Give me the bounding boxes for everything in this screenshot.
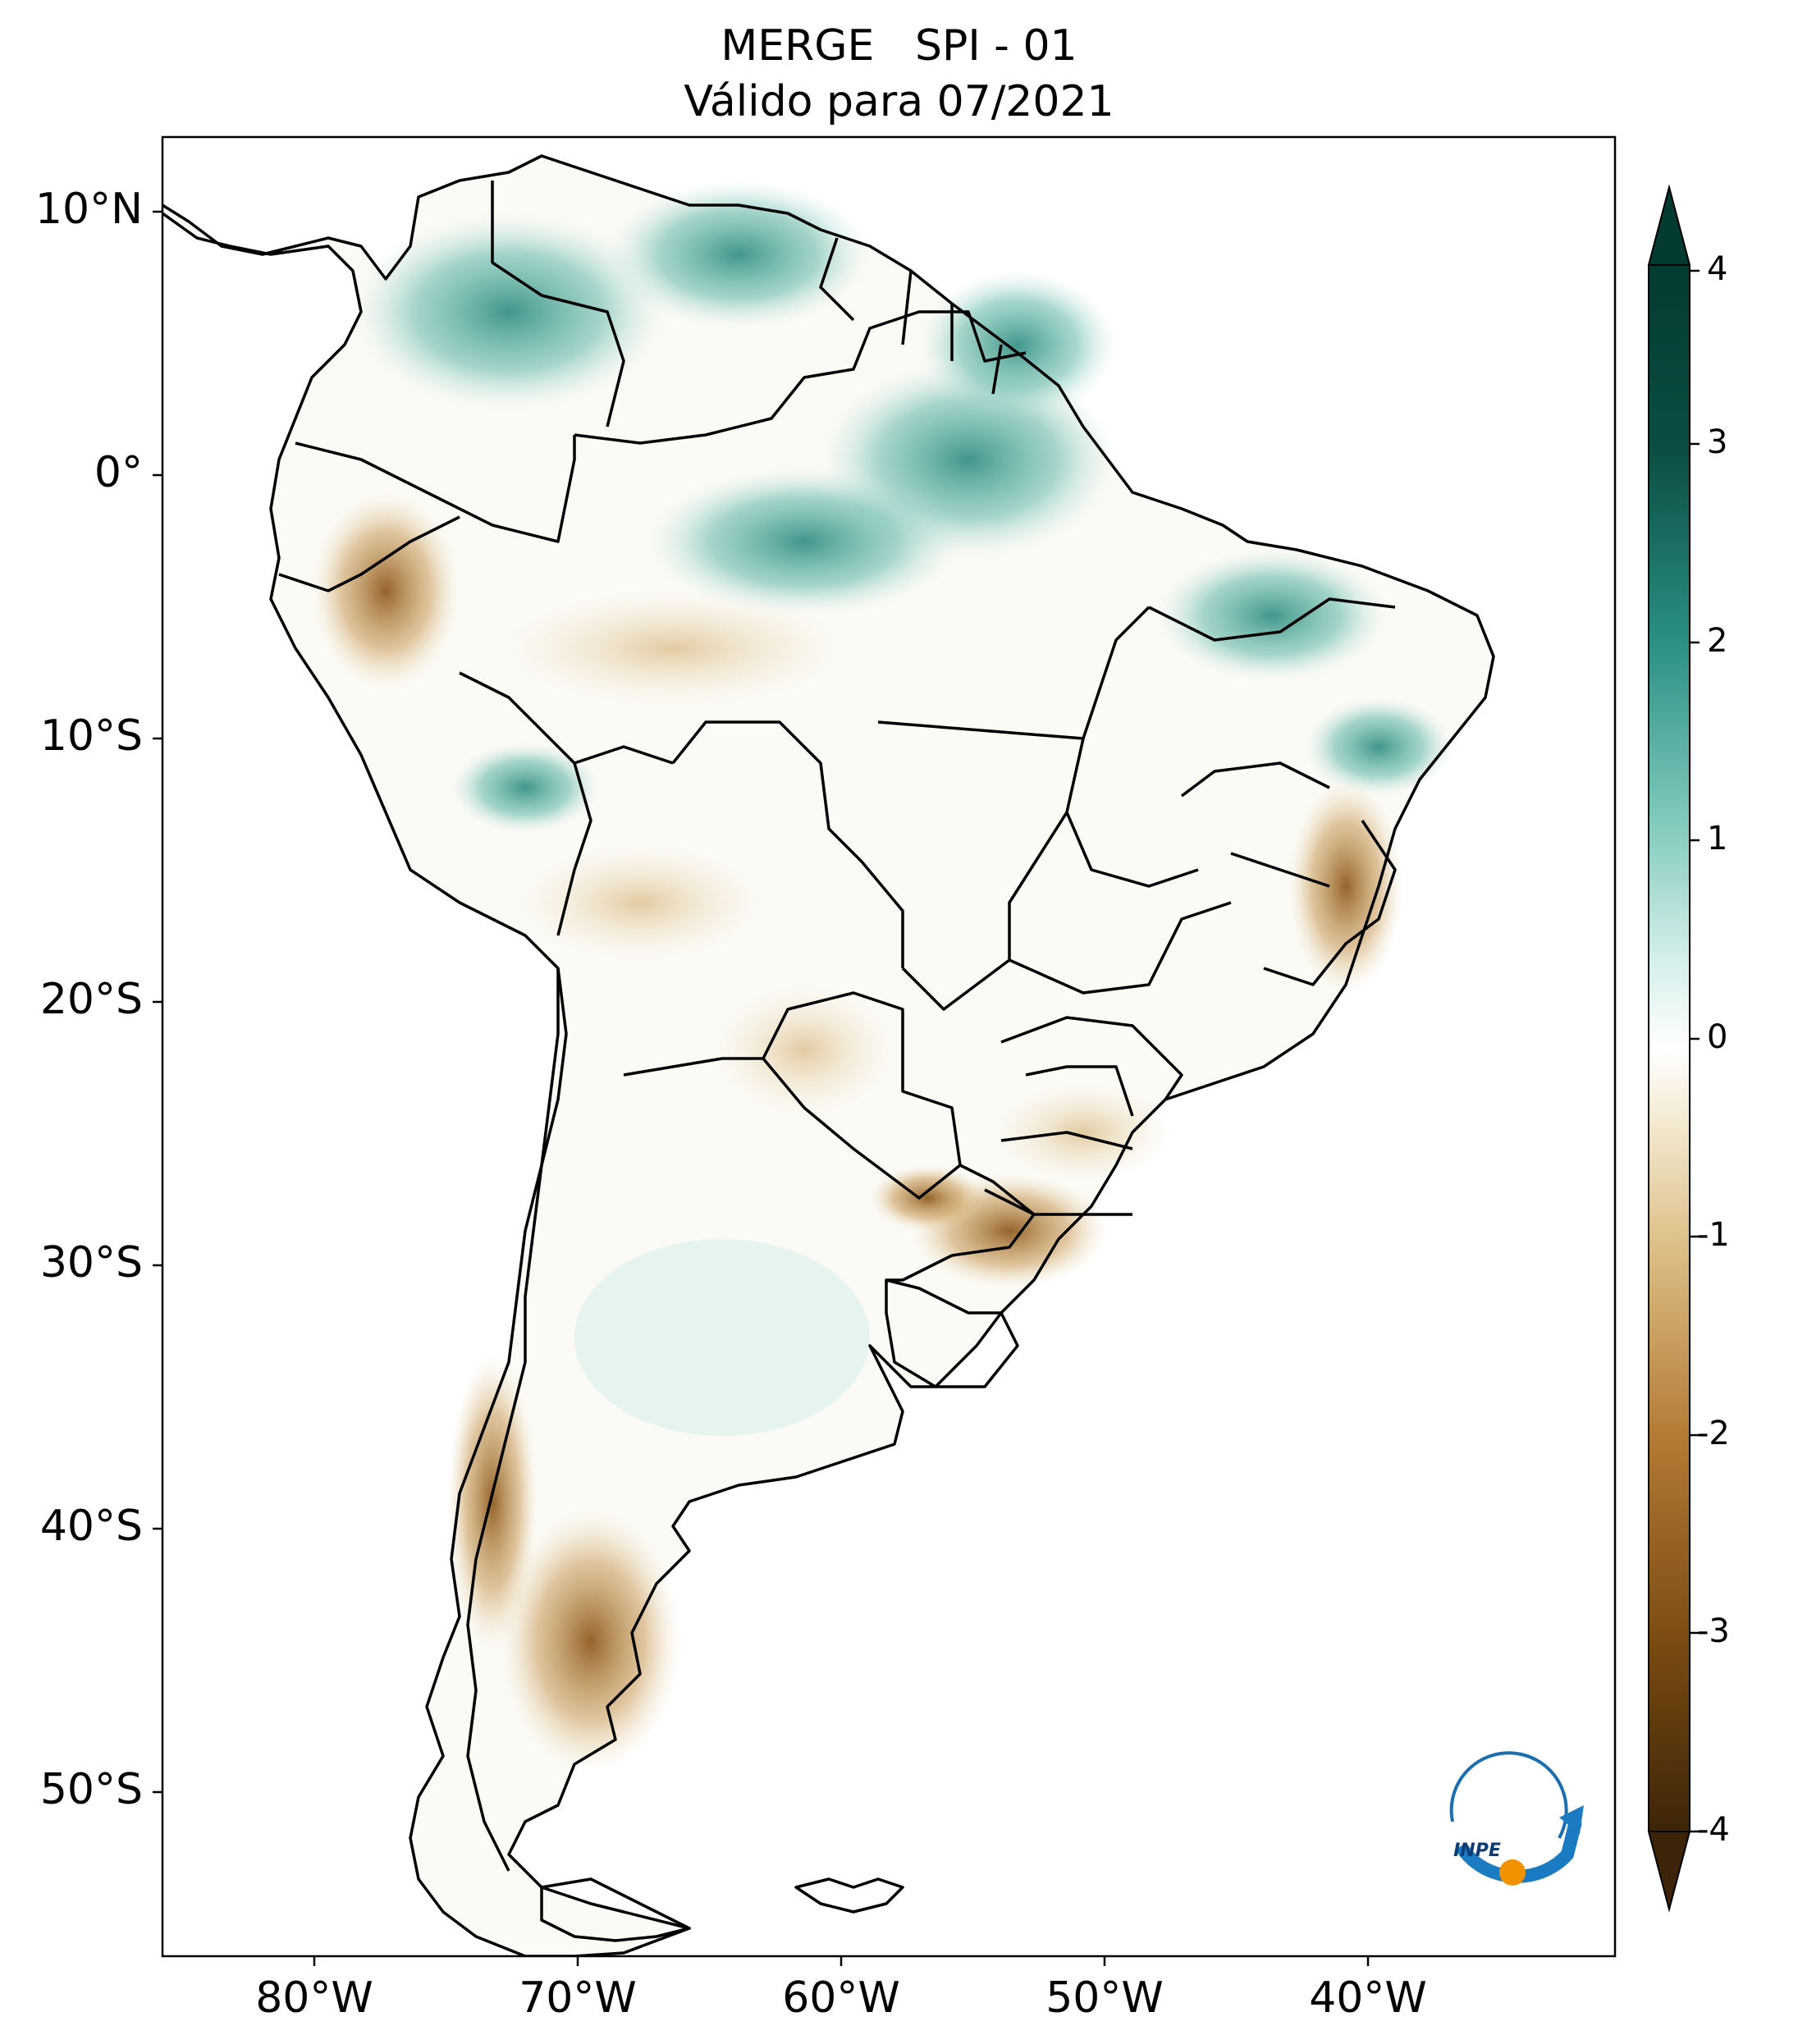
- lat-label-20s: 20°S: [40, 975, 143, 1024]
- colorbar-label-0: 0: [1707, 1018, 1727, 1056]
- country-borders: [162, 154, 1495, 1956]
- lat-label-0: 0°: [94, 448, 143, 497]
- border-chile-argentina: [466, 967, 568, 1872]
- logo-orbit-line: [1449, 1751, 1568, 1839]
- border-paraguay: [762, 991, 962, 1200]
- lon-label-60w: 60°W: [782, 1973, 900, 2023]
- falkland-islands: [794, 1877, 904, 1914]
- wet-anomaly-amazonas: [648, 468, 960, 615]
- wet-anomaly-maranhao: [1157, 550, 1387, 681]
- dry-anomaly-amazon-south: [501, 591, 845, 706]
- lat-label-40s: 40°S: [40, 1502, 143, 1551]
- dry-anomaly-espirito-santo: [1288, 780, 1403, 993]
- lon-label-70w: 70°W: [519, 1973, 637, 2023]
- coastline: [162, 154, 1495, 1956]
- wet-anomaly-bahia: [1305, 697, 1453, 796]
- colorbar-label-2: 2: [1707, 622, 1727, 660]
- lat-label-50s: 50°S: [40, 1765, 143, 1814]
- colorbar-label-3: 3: [1707, 423, 1727, 461]
- border-colombia-peru: [295, 435, 576, 543]
- colorbar-label-minus-2: -2: [1697, 1415, 1730, 1452]
- colorbar-bar: [1648, 264, 1690, 1832]
- border-peru-bolivia: [556, 762, 592, 936]
- border-peru-brazil: [459, 671, 674, 765]
- wet-anomaly-colombia: [353, 213, 665, 410]
- lon-label-80w: 80°W: [255, 1973, 373, 2023]
- border-bolivia-argentina: [623, 1057, 763, 1077]
- tierra-del-fuego: [540, 1877, 691, 1942]
- lat-label-10s: 10°S: [40, 711, 143, 761]
- border-ecuador-peru: [278, 515, 460, 592]
- wet-anomaly-guianas: [919, 271, 1116, 418]
- dry-anomaly-sao-paulo: [993, 1083, 1174, 1182]
- border-bolivia-brazil: [671, 720, 904, 968]
- colorbar-bottom-arrow: [1647, 1831, 1691, 1913]
- lat-labels: 10°N 0° 10°S 20°S 30°S 40°S 50°S: [35, 185, 143, 1814]
- logo-arrow-icon: [1559, 1805, 1584, 1834]
- colorbar-ticks: [1690, 269, 1700, 1833]
- colorbar-label-minus-3: -3: [1697, 1612, 1730, 1650]
- border-argentina-brazil: [886, 1164, 1036, 1282]
- colorbar-labels: 4 3 2 1 0 -1 -2 -3 -4: [1697, 250, 1730, 1849]
- wet-anomaly-argentina: [574, 1239, 870, 1436]
- logo-text: INPE: [1453, 1841, 1501, 1861]
- map-title: MERGE SPI - 01 Válido para 07/2021: [0, 18, 1798, 130]
- dry-anomaly-chaco: [714, 985, 894, 1116]
- colorbar-label-minus-1: -1: [1697, 1216, 1730, 1254]
- dry-anomaly-bolivia: [517, 845, 763, 960]
- wet-anomaly-peru: [451, 743, 599, 833]
- border-uruguay: [885, 1278, 1019, 1388]
- map-frame: [161, 135, 1617, 1958]
- wet-anomaly-venezuela: [607, 181, 870, 328]
- title-line-2: Válido para 07/2021: [684, 77, 1114, 126]
- dry-anomaly-peru-north: [312, 492, 460, 689]
- lon-ticks: [313, 1956, 1370, 1966]
- colorbar-label-minus-4: -4: [1697, 1811, 1730, 1849]
- colorbar: 4 3 2 1 0 -1 -2 -3 -4: [1647, 184, 1730, 1913]
- colorbar-label-1: 1: [1707, 820, 1727, 857]
- lat-ticks: [153, 210, 162, 1794]
- spi-field: [162, 154, 1495, 1956]
- lon-label-40w: 40°W: [1309, 1973, 1427, 2023]
- colorbar-label-4: 4: [1707, 250, 1727, 288]
- inpe-logo: INPE: [1449, 1751, 1584, 1886]
- title-line-1: MERGE SPI - 01: [721, 21, 1077, 71]
- colorbar-top-arrow: [1647, 184, 1691, 266]
- lon-labels: 80°W 70°W 60°W 50°W 40°W: [255, 1973, 1427, 2023]
- lat-label-30s: 30°S: [40, 1238, 143, 1287]
- border-brazil-states: [877, 597, 1397, 1216]
- lon-label-50w: 50°W: [1045, 1973, 1164, 2023]
- logo-sun-icon: [1499, 1859, 1526, 1886]
- lat-label-10n: 10°N: [35, 185, 143, 234]
- dry-anomaly-patagonia: [501, 1510, 681, 1772]
- border-brazil-north: [574, 310, 1027, 445]
- border-colombia-venezuela: [491, 181, 625, 428]
- border-guianas: [819, 237, 1003, 395]
